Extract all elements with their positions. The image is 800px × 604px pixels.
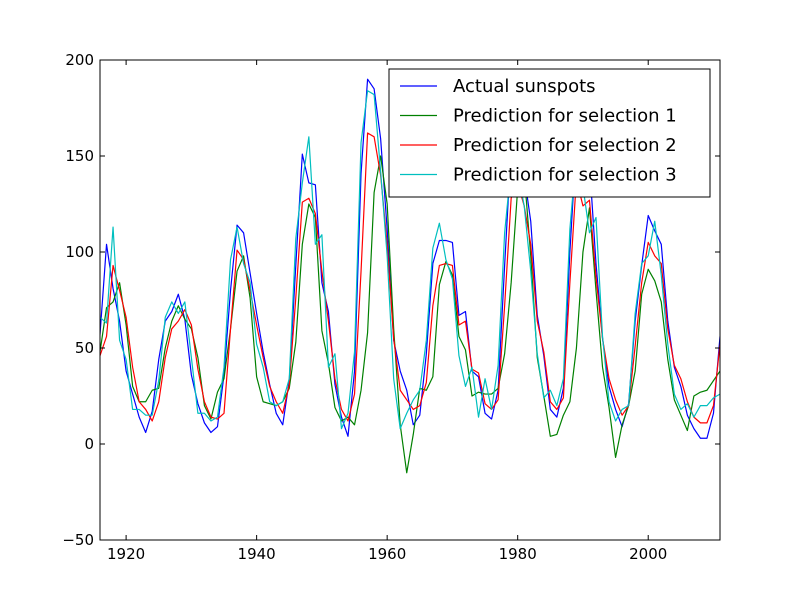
tick-layer: 1920 1940 1960 1980 2000 −50 0 50 100 150 200 [62, 51, 720, 563]
plot-frame [99, 59, 721, 541]
x-tick-label: 1960 [368, 545, 406, 563]
y-tick-label: 50 [75, 339, 94, 357]
y-tick-label: −50 [62, 531, 94, 549]
series-layer [100, 78, 720, 474]
x-tick-label: 2000 [629, 545, 667, 563]
legend-label-1: Actual sunspots [453, 76, 596, 97]
legend: Actual sunspots Prediction for selection … [388, 68, 711, 198]
x-tick-label: 1980 [499, 545, 537, 563]
x-tick-label: 1920 [107, 545, 145, 563]
x-tick-label: 1940 [238, 545, 276, 563]
y-tick-label: 150 [65, 147, 94, 165]
y-tick-label: 0 [84, 435, 94, 453]
series-line-4 [100, 90, 720, 430]
legend-label-4: Prediction for selection 3 [453, 165, 677, 186]
y-tick-label: 200 [65, 51, 94, 69]
series-line-3 [100, 132, 720, 424]
legend-box [388, 68, 711, 198]
legend-label-2: Prediction for selection 1 [453, 106, 677, 127]
y-tick-label: 100 [65, 243, 94, 261]
legend-label-3: Prediction for selection 2 [453, 135, 677, 156]
